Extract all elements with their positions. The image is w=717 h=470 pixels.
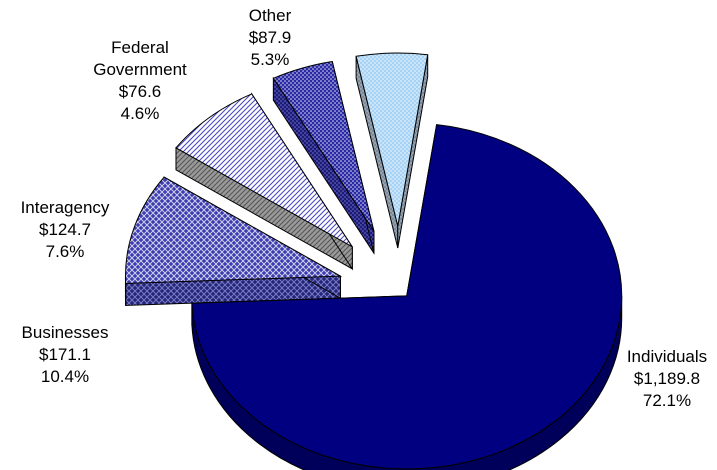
pie-slice-interagency [175, 92, 353, 271]
slice-label-businesses-amount: $171.1 [39, 345, 91, 364]
slice-label-individuals-name: Individuals [626, 347, 708, 366]
slice-label-interagency: Interagency $124.7 7.6% [3, 197, 127, 263]
slice-label-individuals-amount: $1,189.8 [633, 369, 701, 388]
slice-label-other-name: Other [248, 6, 292, 25]
pie-slice-federal-government [272, 60, 375, 255]
slice-label-federal-government-name: Federal Government [93, 38, 187, 79]
slice-label-other: Other $87.9 5.3% [208, 5, 332, 71]
slice-label-other-percent: 5.3% [250, 50, 290, 69]
pie-slice-other [355, 52, 429, 249]
slice-label-federal-government-amount: $76.6 [118, 82, 162, 101]
slice-label-individuals: Individuals $1,189.8 72.1% [605, 346, 717, 412]
slice-label-businesses-percent: 10.4% [40, 367, 90, 386]
slice-label-interagency-name: Interagency [20, 198, 110, 217]
pie-slice-individuals [191, 124, 623, 470]
slice-label-interagency-percent: 7.6% [45, 242, 85, 261]
slice-label-individuals-percent: 72.1% [642, 391, 692, 410]
slice-label-interagency-amount: $124.7 [39, 220, 91, 239]
slice-label-other-amount: $87.9 [248, 28, 292, 47]
slice-label-federal-government: Federal Government $76.6 4.6% [78, 37, 202, 125]
slice-label-businesses: Businesses $171.1 10.4% [3, 322, 127, 388]
pie-slice-businesses [124, 176, 343, 306]
slice-label-businesses-name: Businesses [21, 323, 109, 342]
slice-label-federal-government-percent: 4.6% [120, 104, 160, 123]
